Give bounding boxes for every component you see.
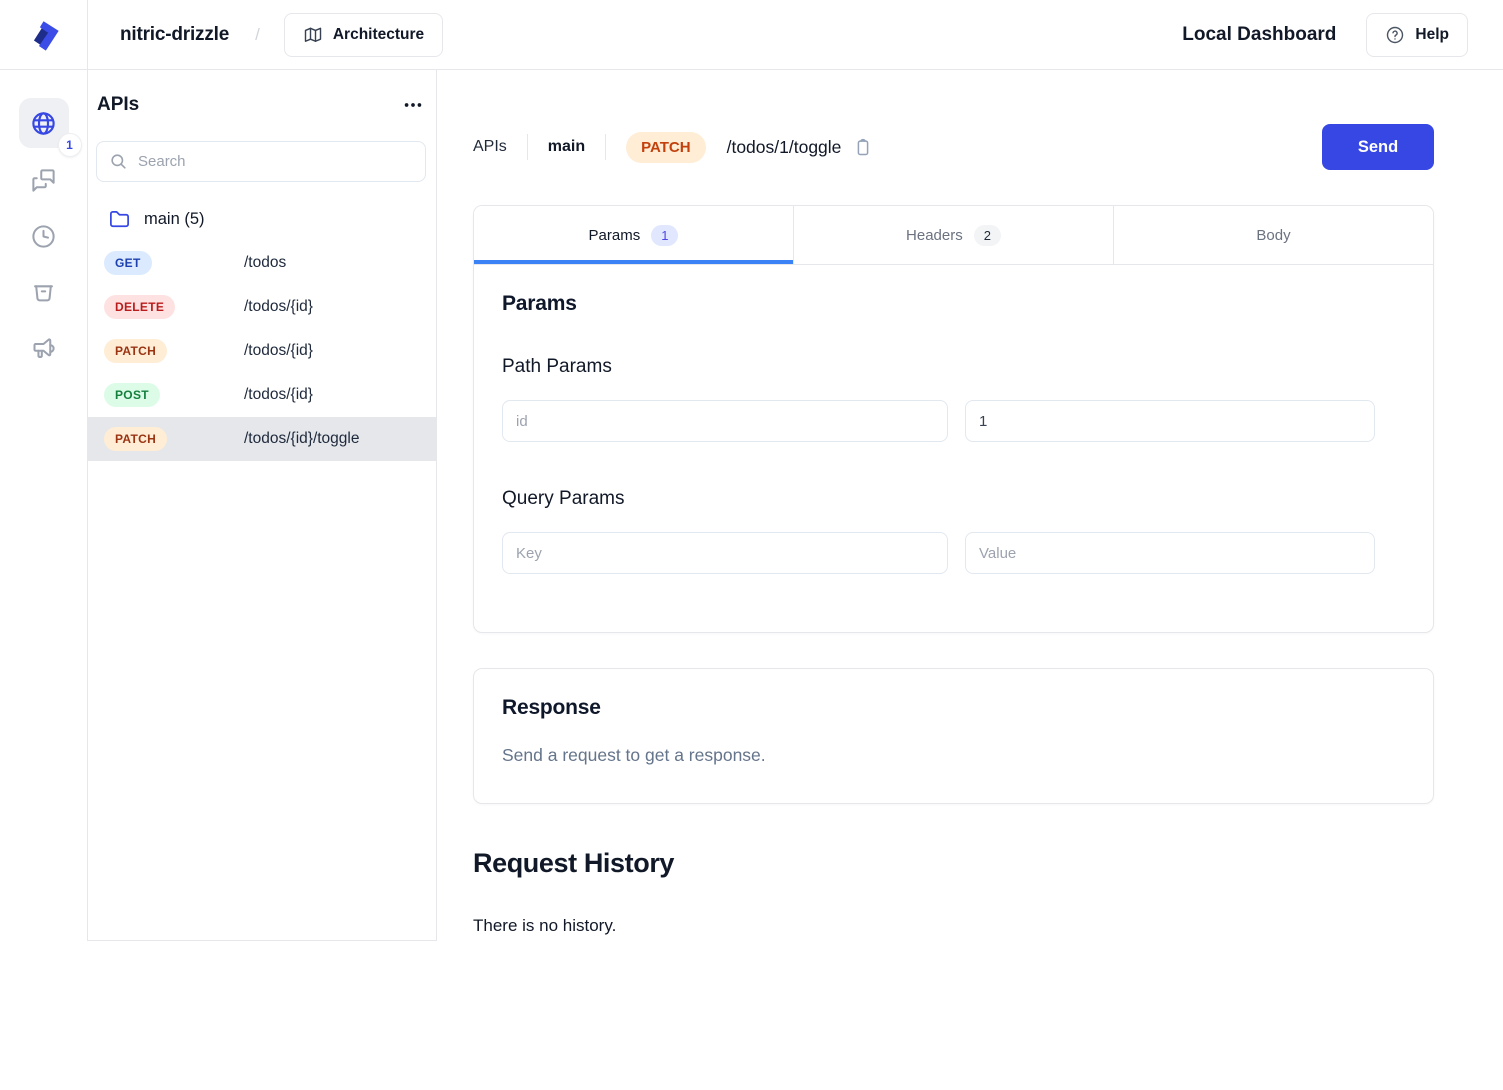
breadcrumb-api-name: main <box>547 138 586 155</box>
breadcrumb-apis: APIs <box>473 138 507 155</box>
search-icon <box>109 152 128 171</box>
map-icon <box>303 25 323 45</box>
apis-sidebar: APIs main (5 <box>88 70 437 941</box>
globe-icon <box>30 110 57 137</box>
query-params-title: Query Params <box>502 488 625 509</box>
request-method-badge: PATCH <box>626 131 706 163</box>
request-bar: APIs main PATCH /todos/1/toggle Send <box>473 124 1434 170</box>
nav-storage-button[interactable] <box>19 268 69 316</box>
params-title: Params <box>502 292 577 315</box>
tab-label: Body <box>1256 226 1291 244</box>
folder-label: main (5) <box>144 210 205 228</box>
project-name: nitric-drizzle <box>120 23 230 45</box>
sidebar-search[interactable] <box>96 141 426 182</box>
tab-count-badge: 1 <box>651 224 679 246</box>
query-param-key-input[interactable] <box>502 532 948 574</box>
query-param-value-input[interactable] <box>965 532 1375 574</box>
question-circle-icon <box>1385 25 1405 45</box>
tab-label: Headers <box>906 226 963 244</box>
copy-path-button[interactable] <box>853 137 873 157</box>
endpoint-path: /todos/{id} <box>244 342 313 359</box>
megaphone-icon <box>30 335 57 362</box>
endpoint-post-todo[interactable]: POST /todos/{id} <box>88 373 436 417</box>
tab-count-badge: 2 <box>973 224 1001 246</box>
request-panel: Params 1 Headers 2 Body Params Path Para… <box>473 205 1434 633</box>
nitric-logo-icon <box>33 20 59 51</box>
breadcrumb-divider <box>526 134 528 160</box>
response-panel: Response Send a request to get a respons… <box>473 668 1434 804</box>
search-input[interactable] <box>138 153 413 170</box>
params-panel: Params Path Params Query Params <box>474 265 1433 632</box>
folder-icon <box>108 208 131 231</box>
path-param-value-input[interactable] <box>965 400 1375 442</box>
method-badge: GET <box>104 251 152 275</box>
endpoint-path: /todos/{id}/toggle <box>244 430 360 447</box>
architecture-label: Architecture <box>332 25 425 43</box>
endpoint-path: /todos/{id} <box>244 298 313 315</box>
request-history-title: Request History <box>473 848 675 878</box>
path-params-title: Path Params <box>502 356 612 377</box>
main-content: APIs main PATCH /todos/1/toggle Send Par <box>437 70 1503 976</box>
nav-websockets-button[interactable] <box>19 156 69 204</box>
nav-rail: 1 <box>0 70 88 941</box>
endpoint-get-todos[interactable]: GET /todos <box>88 241 436 285</box>
app-header: nitric-drizzle / Architecture Local Dash… <box>0 0 1503 70</box>
endpoint-path: /todos <box>244 254 287 271</box>
response-empty-message: Send a request to get a response. <box>502 745 766 765</box>
storage-box-icon <box>30 279 57 306</box>
nav-apis-button[interactable]: 1 <box>18 98 82 157</box>
header-separator: / <box>255 24 260 44</box>
method-badge: DELETE <box>104 295 176 319</box>
tab-params[interactable]: Params 1 <box>474 206 793 264</box>
chat-bubbles-icon <box>30 167 57 194</box>
architecture-button[interactable]: Architecture <box>283 12 444 57</box>
help-button[interactable]: Help <box>1366 12 1468 57</box>
breadcrumb-divider <box>605 134 607 160</box>
tab-label: Params <box>588 226 641 244</box>
endpoint-patch-todo-toggle[interactable]: PATCH /todos/{id}/toggle <box>88 417 436 461</box>
nav-schedules-button[interactable] <box>19 212 69 260</box>
help-label: Help <box>1415 25 1449 43</box>
endpoint-patch-todo[interactable]: PATCH /todos/{id} <box>88 329 436 373</box>
endpoint-path: /todos/{id} <box>244 386 313 403</box>
sidebar-title: APIs <box>97 94 140 115</box>
ellipsis-icon <box>402 94 424 116</box>
clock-icon <box>30 223 57 250</box>
nitric-logo <box>0 0 88 69</box>
send-button[interactable]: Send <box>1322 124 1434 170</box>
method-badge: POST <box>104 383 160 407</box>
dashboard-title: Local Dashboard <box>1182 23 1337 45</box>
apis-count-badge: 1 <box>57 133 82 157</box>
tab-headers[interactable]: Headers 2 <box>793 206 1113 264</box>
method-badge: PATCH <box>104 339 168 363</box>
api-folder-main[interactable]: main (5) <box>108 208 436 231</box>
request-tabs: Params 1 Headers 2 Body <box>474 206 1433 265</box>
endpoint-delete-todo[interactable]: DELETE /todos/{id} <box>88 285 436 329</box>
request-history-empty: There is no history. <box>473 916 617 935</box>
path-param-key-input[interactable] <box>502 400 948 442</box>
response-title: Response <box>502 696 601 719</box>
endpoint-list: GET /todos DELETE /todos/{id} PATCH /tod… <box>88 241 436 461</box>
tab-body[interactable]: Body <box>1113 206 1433 264</box>
clipboard-icon <box>853 137 873 157</box>
request-path: /todos/1/toggle <box>726 136 842 157</box>
method-badge: PATCH <box>104 427 168 451</box>
sidebar-menu-button[interactable] <box>402 94 424 116</box>
nav-topics-button[interactable] <box>19 324 69 372</box>
